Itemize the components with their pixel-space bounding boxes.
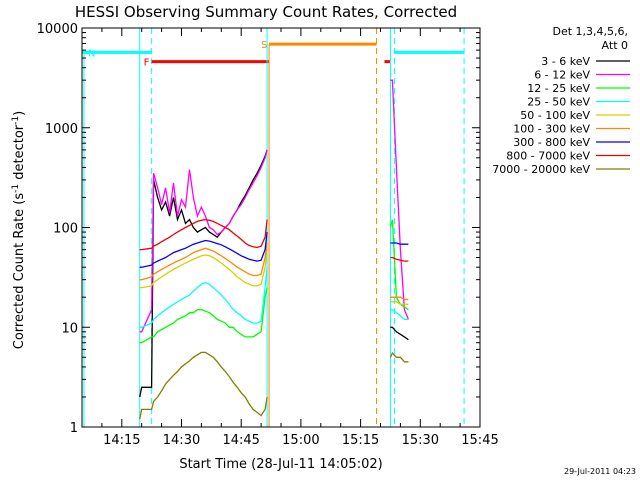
- x-tick-label: 14:30: [163, 433, 200, 448]
- legend-label: 50 - 100 keV: [520, 109, 590, 122]
- x-tick-label: 15:15: [342, 433, 379, 448]
- x-axis-label: Start Time (28-Jul-11 14:05:02): [179, 457, 382, 472]
- series-line-3-6keV: [390, 326, 409, 341]
- x-tick-label: 14:45: [222, 433, 259, 448]
- series-line-7000-20000keV: [389, 351, 409, 363]
- series-line-100-300keV: [139, 242, 268, 281]
- y-tick-label: 100: [53, 222, 78, 237]
- y-tick-label: 1: [70, 421, 78, 436]
- x-axis: 14:15 14:30 14:45 15:00 15:15 15:30 15:45: [81, 28, 499, 448]
- flag-label-N: N: [88, 48, 95, 59]
- y-tick-label: 1000: [45, 122, 78, 137]
- legend-label: 6 - 12 keV: [534, 69, 590, 82]
- series-line-25-50keV: [139, 267, 268, 328]
- legend-header-line2: Att 0: [602, 39, 628, 52]
- series-line-6-12keV: [390, 79, 410, 320]
- series-line-800-7000keV: [390, 256, 409, 262]
- plot-frame: [81, 27, 481, 428]
- y-tick-label: 10: [61, 321, 78, 336]
- series-line-3-6keV: [139, 149, 268, 398]
- y-tick-label: 10000: [37, 22, 78, 37]
- x-tick-label: 14:15: [103, 433, 140, 448]
- legend-header-line1: Det 1,3,4,5,6,: [552, 25, 628, 38]
- x-tick-label: 15:30: [402, 433, 439, 448]
- y-axis-label: Corrected Count Rate (s-1 detector-1): [11, 111, 27, 349]
- series-line-50-100keV: [390, 301, 409, 305]
- series-line-300-800keV: [390, 242, 409, 245]
- legend-label: 12 - 25 keV: [527, 82, 590, 95]
- x-tick-label: 15:45: [461, 433, 498, 448]
- chart-title: HESSI Observing Summary Count Rates, Cor…: [75, 3, 457, 21]
- series-line-800-7000keV: [139, 218, 268, 251]
- legend-label: 3 - 6 keV: [541, 55, 590, 68]
- series-line-12-25keV: [139, 287, 268, 344]
- series-line-7000-20000keV: [139, 351, 268, 420]
- series-line-25-50keV: [390, 309, 409, 321]
- series-line-6-12keV: [139, 149, 268, 333]
- legend-label: 25 - 50 keV: [527, 96, 590, 109]
- legend-label: 7000 - 20000 keV: [492, 163, 590, 176]
- legend-label: 100 - 300 keV: [513, 123, 590, 136]
- legend-label: 300 - 800 keV: [513, 136, 590, 149]
- legend-label: 800 - 7000 keV: [506, 150, 590, 163]
- y-axis: 1 10 100 1000 10000: [37, 22, 480, 436]
- timestamp: 29-Jul-2011 04:23: [564, 467, 636, 476]
- series-line-50-100keV: [139, 249, 268, 289]
- flag-label-S: S: [261, 40, 267, 51]
- series-line-100-300keV: [390, 296, 409, 301]
- flag-label-F: F: [144, 58, 150, 69]
- series-line-12-25keV: [389, 219, 409, 311]
- x-tick-label: 15:00: [282, 433, 319, 448]
- series-line-300-800keV: [139, 232, 268, 268]
